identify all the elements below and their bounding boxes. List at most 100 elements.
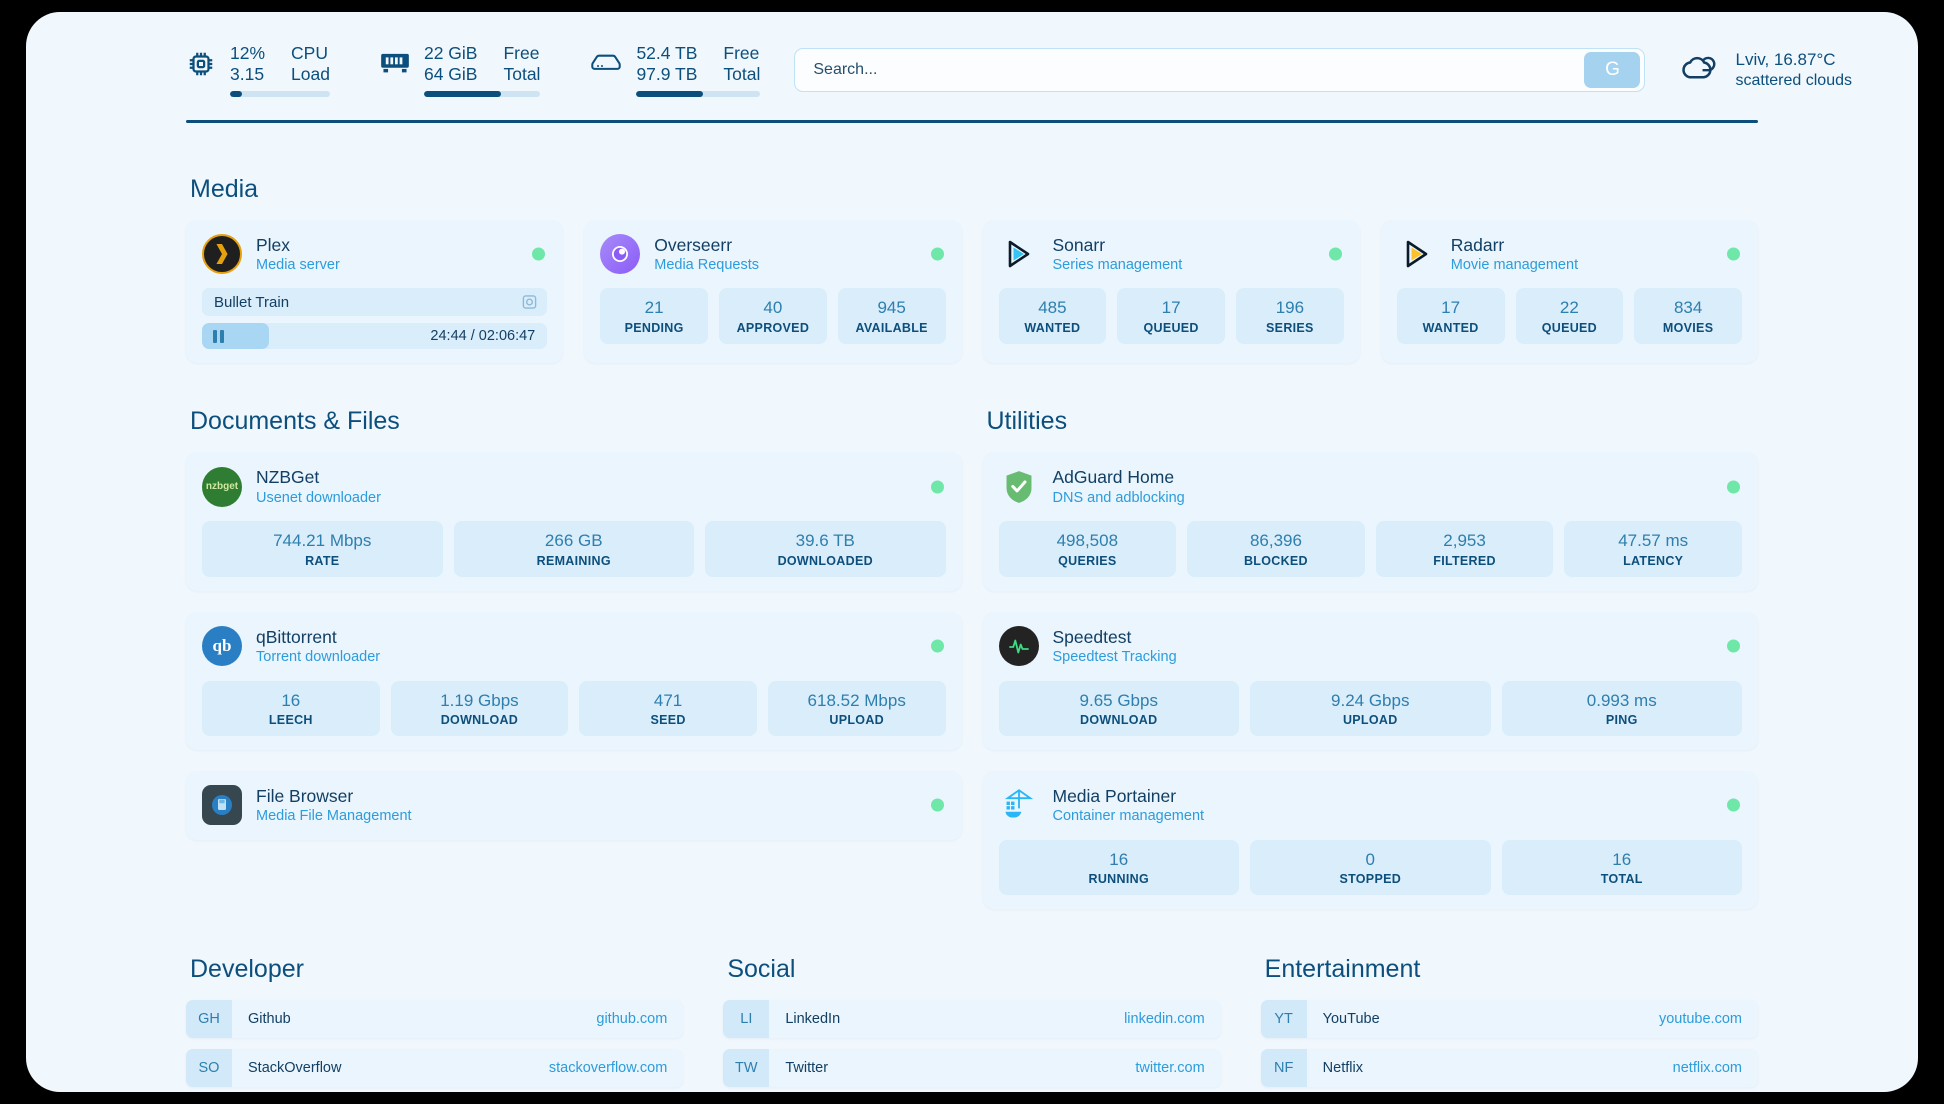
bookmark-tag: GH [186,1000,232,1038]
media-row: Plex Media server Bullet Train [186,219,1758,364]
stat-label: MOVIES [1662,320,1714,335]
top-bar: 12% 3.15 CPU Load [26,12,1918,100]
service-subtitle: Speedtest Tracking [1052,649,1177,666]
stat-value: 21 [644,298,664,318]
cloud-icon [1679,51,1719,88]
cpu-label-top: CPU [291,42,328,63]
stat-tile: 744.21 Mbps RATE [202,521,443,577]
bookmark-item[interactable]: GH Github github.com [186,1000,684,1038]
plex-now-playing[interactable]: Bullet Train [202,288,548,317]
service-card-plex[interactable]: Plex Media server Bullet Train [186,219,564,364]
service-subtitle: Media Requests [654,256,760,273]
overseerr-icon [600,233,641,274]
service-subtitle: Usenet downloader [256,489,381,506]
bookmark-item[interactable]: NF Netflix netflix.com [1260,1049,1758,1087]
bookmark-url[interactable]: twitter.com [1135,1060,1205,1076]
stat-label: BLOCKED [1243,553,1308,568]
bookmark-url[interactable]: linkedin.com [1124,1011,1205,1027]
service-card-file-browser[interactable]: File Browser Media File Management [186,770,962,840]
service-card-radarr[interactable]: Radarr Movie management 17 WANTED 22 QUE… [1380,219,1758,364]
stat-tile: 945 AVAILABLE [837,288,946,344]
plex-progress-bar[interactable]: 24:44 / 02:06:47 [202,323,548,350]
stat-tile: 498,508 QUERIES [998,521,1177,577]
search-input[interactable]: Search... [813,61,878,78]
qbittorrent-icon: qb [202,626,242,667]
cpu-widget[interactable]: 12% 3.15 CPU Load [186,42,330,98]
radarr-icon [1397,234,1437,274]
stat-tile: 40 APPROVED [719,288,827,344]
disk-total: 97.9 TB [636,63,698,84]
stat-label: RATE [305,553,340,568]
stat-value: 834 [1673,298,1703,318]
bookmark-group-developer: Developer GH Github github.com SO StackO… [186,955,684,1092]
stat-tile: 834 MOVIES [1634,288,1742,344]
bookmark-item[interactable]: LI LinkedIn linkedin.com [723,1000,1221,1038]
stat-label: PING [1605,712,1638,727]
service-card-nzbget[interactable]: nzbget NZBGet Usenet downloader 744.21 M… [186,452,962,591]
disk-widget[interactable]: 52.4 TB 97.9 TB Free Total [590,43,761,98]
bookmark-url[interactable]: youtube.com [1658,1011,1742,1027]
stat-value: 17 [1161,298,1181,318]
stat-tile: 17 WANTED [1396,288,1505,344]
stat-label: APPROVED [736,320,810,335]
stat-value: 618.52 Mbps [807,690,906,710]
cpu-progress-bar [230,91,330,98]
disk-icon [590,49,622,80]
bookmark-name: YouTube [1322,1011,1380,1027]
bookmark-item[interactable]: SO StackOverflow stackoverflow.com [186,1049,684,1087]
weather-widget[interactable]: Lviv, 16.87°C scattered clouds [1679,49,1858,92]
memory-widget[interactable]: 22 GiB 64 GiB Free Total [380,43,541,98]
stat-tile: 21 PENDING [600,288,708,344]
status-indicator-online [1328,247,1342,261]
service-stats: 16 LEECH 1.19 Gbps DOWNLOAD 471 SEED 6 [202,680,946,736]
bookmark-item[interactable]: TW Twitter twitter.com [723,1049,1221,1087]
service-card-overseerr[interactable]: Overseerr Media Requests 21 PENDING 40 A… [584,219,962,364]
status-indicator-online [1727,247,1740,261]
search-box[interactable]: Search... G [794,48,1646,92]
stat-value: 16 [1109,849,1129,869]
service-name: Radarr [1450,234,1505,255]
stat-value: 9.65 Gbps [1079,690,1158,710]
bookmark-url[interactable]: stackoverflow.com [548,1060,668,1076]
stat-label: WANTED [1422,320,1479,335]
bookmark-name: Github [248,1011,291,1027]
status-indicator-online [930,798,944,812]
stat-value: 9.24 Gbps [1331,690,1410,710]
service-card-media-portainer[interactable]: Media Portainer Container management 16 … [982,770,1758,909]
stat-tile: 471 SEED [579,680,757,736]
service-card-adguard-home[interactable]: AdGuard Home DNS and adblocking 498,508 … [982,452,1758,591]
stat-label: QUEUED [1143,320,1199,335]
stat-tile: 16 TOTAL [1501,839,1742,895]
stat-tile: 485 WANTED [998,288,1107,344]
stat-label: QUERIES [1058,553,1117,568]
bookmark-tag: SO [186,1049,232,1087]
stat-label: SEED [650,712,686,727]
service-card-speedtest[interactable]: Speedtest Speedtest Tracking 9.65 Gbps D… [982,611,1758,750]
service-card-sonarr[interactable]: Sonarr Series management 485 WANTED 17 Q… [982,219,1360,364]
stat-value: 0.993 ms [1586,690,1657,710]
stat-label: PENDING [624,320,684,335]
plex-time-display: 24:44 / 02:06:47 [430,328,536,345]
bookmark-item[interactable]: YT YouTube youtube.com [1260,1000,1758,1038]
services-two-column: nzbget NZBGet Usenet downloader 744.21 M… [186,452,1758,909]
service-card-qbittorrent[interactable]: qb qBittorrent Torrent downloader 16 LEE… [186,611,962,750]
bookmark-url[interactable]: netflix.com [1672,1060,1742,1076]
weather-location-temp: Lviv, 16.87°C [1735,49,1836,69]
status-indicator-online [1727,798,1740,812]
memory-label-bottom: Total [503,63,541,84]
stat-value: 39.6 TB [795,531,855,551]
stat-label: LEECH [268,712,313,727]
google-search-button[interactable]: G [1584,52,1641,88]
dashboard-page: 12% 3.15 CPU Load [26,12,1918,1092]
cpu-load-avg: 3.15 [230,63,265,84]
pause-icon[interactable] [213,329,224,343]
status-indicator-online [1727,639,1740,653]
status-indicator-online [930,639,944,653]
cast-icon[interactable] [522,295,537,310]
service-name: Sonarr [1052,234,1106,255]
service-name: NZBGet [256,467,320,488]
stat-label: UPLOAD [1342,712,1398,727]
stat-tile: 2,953 FILTERED [1375,521,1554,577]
speedtest-icon [998,626,1039,667]
bookmark-url[interactable]: github.com [596,1011,668,1027]
